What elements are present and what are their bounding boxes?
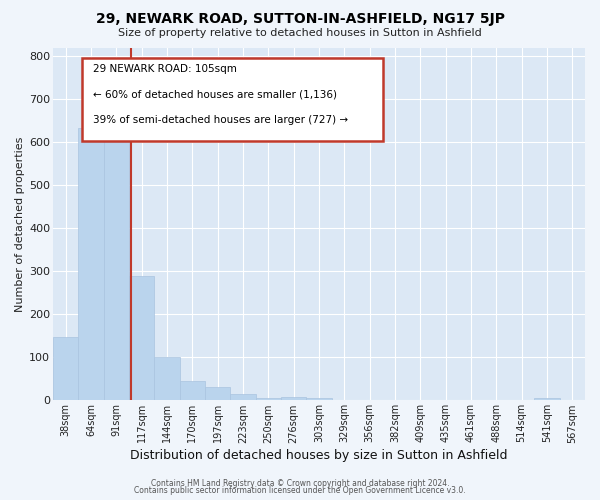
Y-axis label: Number of detached properties: Number of detached properties: [15, 136, 25, 312]
Text: Contains public sector information licensed under the Open Government Licence v3: Contains public sector information licen…: [134, 486, 466, 495]
Text: 29 NEWARK ROAD: 105sqm: 29 NEWARK ROAD: 105sqm: [93, 64, 237, 74]
Text: Size of property relative to detached houses in Sutton in Ashfield: Size of property relative to detached ho…: [118, 28, 482, 38]
Bar: [205, 386, 230, 400]
Bar: [104, 130, 129, 400]
Bar: [53, 336, 79, 400]
Text: ← 60% of detached houses are smaller (1,136): ← 60% of detached houses are smaller (1,…: [93, 90, 337, 100]
X-axis label: Distribution of detached houses by size in Sutton in Ashfield: Distribution of detached houses by size …: [130, 450, 508, 462]
Bar: [180, 381, 205, 400]
Bar: [307, 398, 332, 400]
Text: Contains HM Land Registry data © Crown copyright and database right 2024.: Contains HM Land Registry data © Crown c…: [151, 478, 449, 488]
Bar: [535, 398, 560, 400]
Bar: [154, 357, 180, 401]
Bar: [129, 276, 154, 400]
Bar: [281, 398, 307, 400]
FancyBboxPatch shape: [82, 58, 383, 141]
Bar: [79, 128, 104, 400]
Bar: [256, 398, 281, 400]
Text: 39% of semi-detached houses are larger (727) →: 39% of semi-detached houses are larger (…: [93, 116, 348, 126]
Bar: [230, 394, 256, 400]
Text: 29, NEWARK ROAD, SUTTON-IN-ASHFIELD, NG17 5JP: 29, NEWARK ROAD, SUTTON-IN-ASHFIELD, NG1…: [95, 12, 505, 26]
